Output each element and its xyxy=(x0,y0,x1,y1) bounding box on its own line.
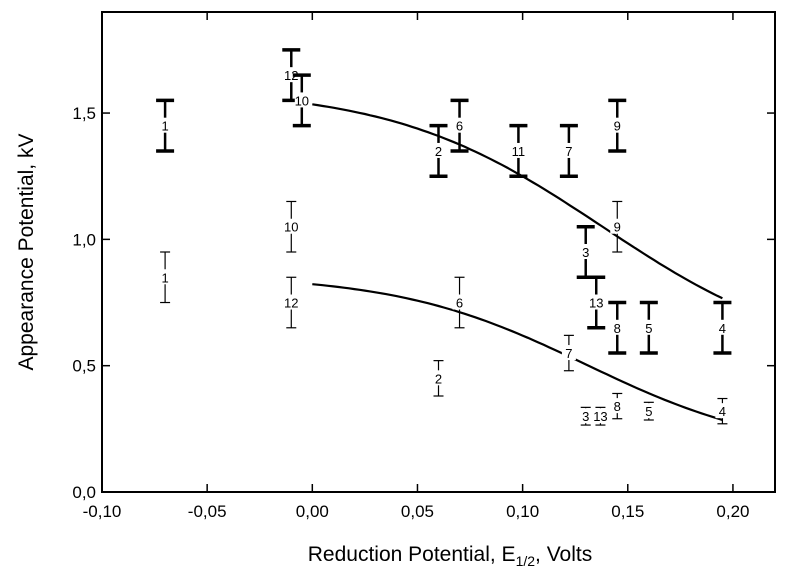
data-point: 2 xyxy=(429,123,448,178)
point-label-bg xyxy=(641,403,656,419)
point-label: 12 xyxy=(284,68,298,83)
y-tick-label: 0,0 xyxy=(72,483,96,502)
data-point: 5 xyxy=(639,300,658,355)
data-point: 8 xyxy=(608,300,627,355)
x-tick-label: -0,05 xyxy=(188,502,227,521)
data-point: 13 xyxy=(587,275,606,330)
x-tick-label: 0,10 xyxy=(506,502,539,521)
point-label-bg xyxy=(578,244,593,259)
point-label-bg xyxy=(610,398,625,414)
point-label: 6 xyxy=(456,119,463,134)
point-label: 8 xyxy=(614,399,621,414)
point-label-bg xyxy=(511,142,526,158)
point-label-bg xyxy=(452,117,467,133)
point-label: 3 xyxy=(582,409,589,424)
y-axis-title: Appearance Potential, kV xyxy=(15,134,38,371)
data-point: 6 xyxy=(452,276,467,329)
point-label-bg xyxy=(610,319,625,335)
point-label: 11 xyxy=(512,144,526,159)
fit-curve-2 xyxy=(312,283,723,421)
data-point: 10 xyxy=(292,73,311,128)
x-axis-title-main: Reduction Potential, E xyxy=(308,543,516,566)
point-label: 1 xyxy=(161,119,168,134)
point-label: 8 xyxy=(614,321,621,336)
point-label-bg xyxy=(284,67,299,83)
data-point: 12 xyxy=(282,48,301,103)
plot-frame xyxy=(101,11,776,493)
point-label: 5 xyxy=(645,321,652,336)
point-label: 4 xyxy=(719,321,726,336)
y-axis-ticks: 0,0 0,5 1,0 1,5 xyxy=(72,104,775,502)
point-label: 4 xyxy=(719,404,726,419)
y-tick-label: 1,0 xyxy=(72,230,96,249)
x-tick-label: -0,10 xyxy=(83,502,122,521)
x-tick-label: 0,15 xyxy=(611,502,644,521)
data-point: 10 xyxy=(284,200,299,253)
data-point: 13 xyxy=(593,406,608,426)
y-tick-label: 1,5 xyxy=(72,104,96,123)
data-point: 7 xyxy=(559,123,578,178)
point-label-bg xyxy=(294,92,309,108)
x-axis-title: Reduction Potential, E1/2, Volts xyxy=(308,543,592,567)
data-point: 1 xyxy=(156,98,175,153)
x-tick-label: 0,05 xyxy=(401,502,434,521)
point-label: 13 xyxy=(593,409,607,424)
point-label-bg xyxy=(158,117,173,133)
point-label-bg xyxy=(715,403,730,419)
point-label: 9 xyxy=(614,119,621,134)
data-point: 3 xyxy=(576,224,595,280)
point-label-bg xyxy=(610,218,625,234)
data-point: 6 xyxy=(450,98,469,153)
data-point: 2 xyxy=(431,360,446,397)
data-point: 5 xyxy=(641,401,656,421)
point-label: 6 xyxy=(456,296,463,311)
point-label-bg xyxy=(561,142,576,158)
data-point: 1 xyxy=(158,251,173,304)
x-tick-label: 0,00 xyxy=(296,502,329,521)
x-axis-title-tail: , Volts xyxy=(535,543,592,566)
x-axis-ticks: -0,10 -0,05 0,00 0,05 0,10 0,15 0,20 xyxy=(83,12,749,521)
data-point: 7 xyxy=(561,334,576,372)
point-label-bg xyxy=(431,370,446,386)
point-label-bg xyxy=(158,269,173,285)
point-label-bg xyxy=(284,294,299,310)
point-label-bg xyxy=(641,319,656,335)
data-point: 11 xyxy=(509,123,528,178)
point-label-bg xyxy=(589,294,604,310)
point-label: 1 xyxy=(161,270,168,285)
point-label-bg xyxy=(452,294,467,310)
point-label: 5 xyxy=(645,404,652,419)
data-point: 12 xyxy=(284,276,299,329)
y-tick-label: 0,5 xyxy=(72,357,96,376)
data-point: 3 xyxy=(578,406,593,426)
data-point: 8 xyxy=(610,392,625,420)
point-label-bg xyxy=(715,319,730,335)
point-label-bg xyxy=(561,345,576,361)
data-point: 4 xyxy=(713,300,732,355)
point-label: 10 xyxy=(284,220,298,235)
point-label: 9 xyxy=(614,220,621,235)
point-label: 2 xyxy=(435,371,442,386)
x-axis-title-subscript: 1/2 xyxy=(516,553,536,567)
point-label: 13 xyxy=(589,296,603,311)
point-label-bg xyxy=(578,408,593,424)
point-label: 7 xyxy=(565,144,572,159)
x-tick-label: 0,20 xyxy=(716,502,749,521)
point-label-bg xyxy=(610,117,625,133)
data-point: 9 xyxy=(608,98,627,153)
point-label-bg xyxy=(284,218,299,234)
point-label: 3 xyxy=(582,245,589,260)
point-label-bg xyxy=(593,408,608,424)
point-label: 7 xyxy=(565,346,572,361)
point-label: 2 xyxy=(435,144,442,159)
data-point: 4 xyxy=(715,397,730,425)
point-label: 10 xyxy=(295,93,309,108)
point-label-bg xyxy=(431,142,446,158)
data-point: 9 xyxy=(610,200,625,253)
point-label: 12 xyxy=(284,296,298,311)
